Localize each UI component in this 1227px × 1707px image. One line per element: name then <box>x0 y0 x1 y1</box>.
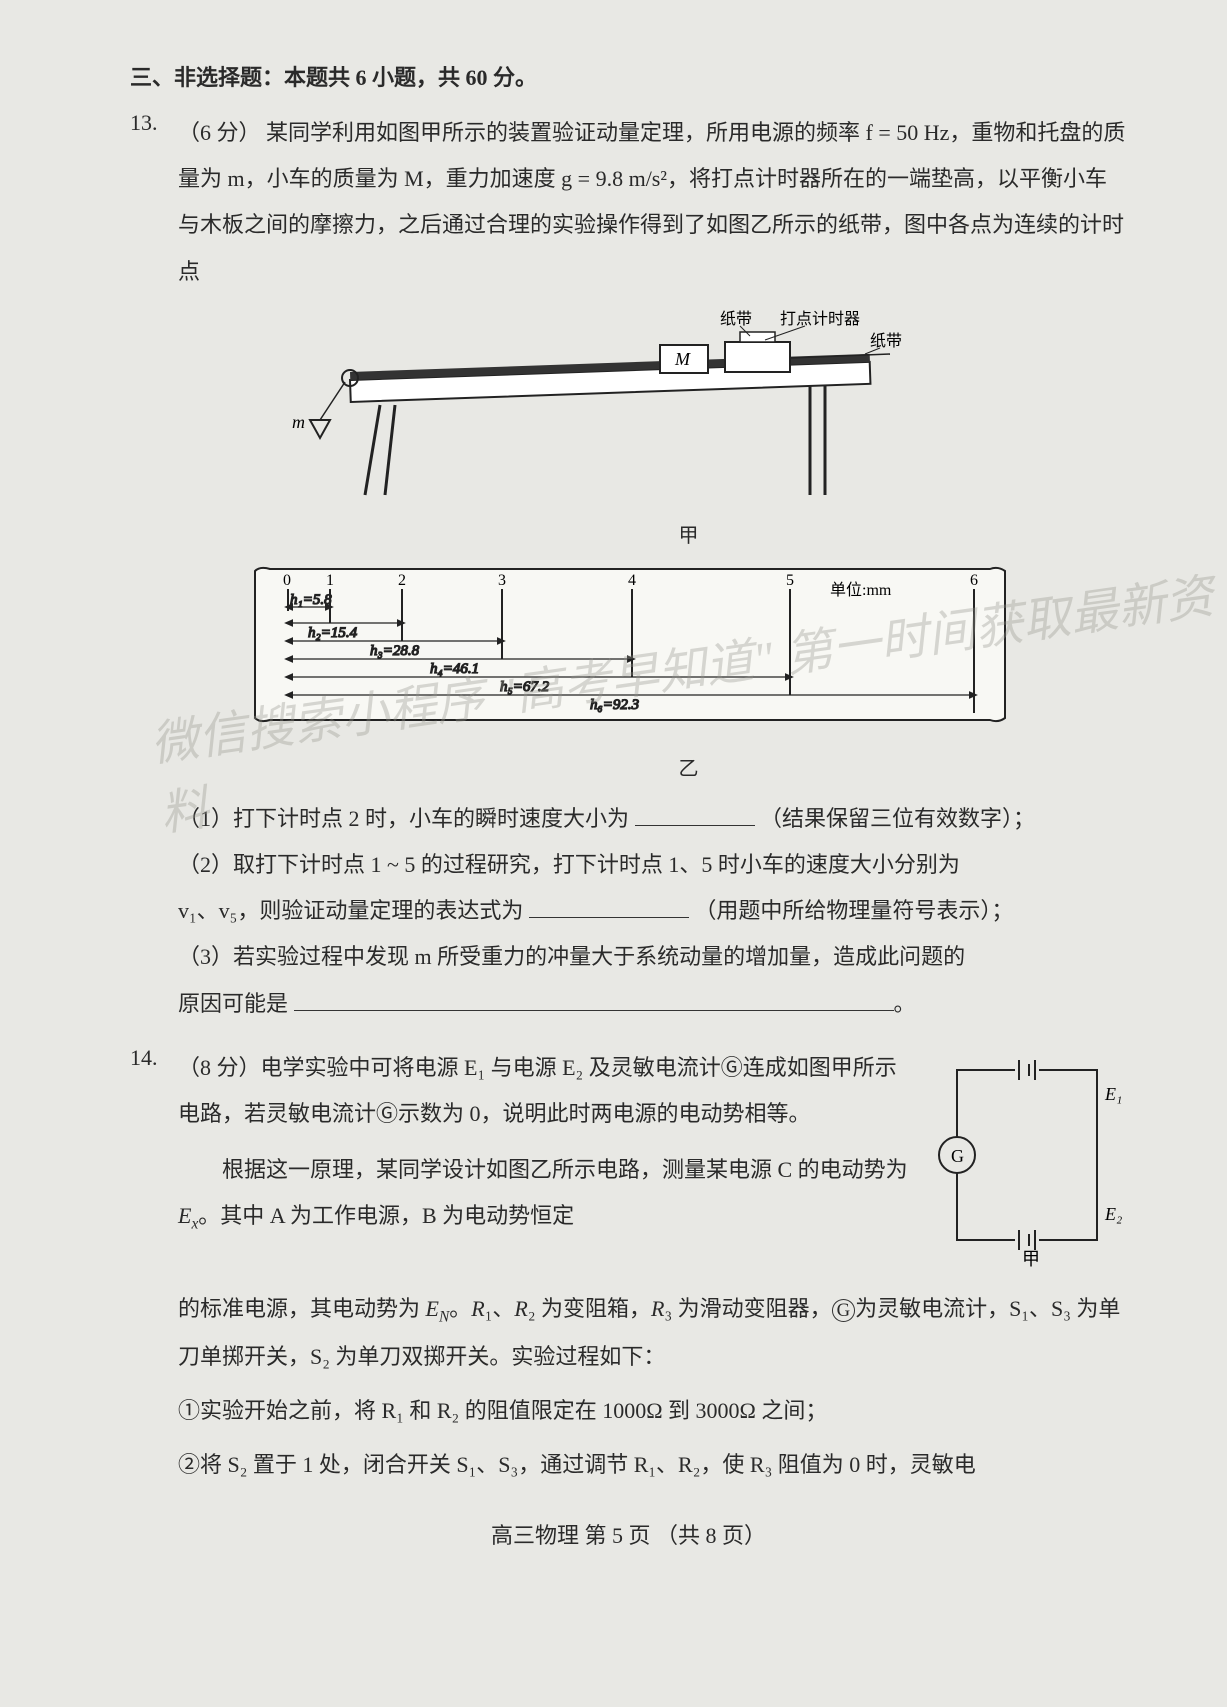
svg-text:纸带: 纸带 <box>870 332 902 350</box>
svg-text:1: 1 <box>326 572 334 589</box>
svg-text:h₅=67.2: h₅=67.2 <box>500 679 550 695</box>
q14-step1: ①实验开始之前，将 R₁ 和 R₂ 的阻值限定在 1000Ω 到 3000Ω 之… <box>178 1388 1127 1434</box>
svg-text:4: 4 <box>628 572 636 589</box>
fig-yi-caption: 乙 <box>250 752 1127 781</box>
q14-number: 14. <box>130 1045 178 1488</box>
svg-text:6: 6 <box>970 572 978 589</box>
figure-jia: m M 纸带 打点计时器 纸带 甲 <box>250 310 1127 548</box>
q13-part1-text: （1）打下计时点 2 时，小车的瞬时速度大小为 <box>178 806 629 831</box>
question-14: 14. （8 分）电学实验中可将电源 E₁ 与电源 E₂ 及灵敏电流计Ⓖ连成如图… <box>130 1045 1127 1488</box>
svg-text:G: G <box>951 1146 964 1166</box>
svg-text:3: 3 <box>498 572 506 589</box>
blank-1 <box>635 804 755 826</box>
q14-step2: ②将 S₂ 置于 1 处，闭合开关 S₁、S₃，通过调节 R₁、R₂，使 R₃ … <box>178 1442 1127 1488</box>
q13-part2b: v₁、v₅，则验证动量定理的表达式为 （用题中所给物理量符号表示）； <box>178 888 1127 934</box>
q13-part3b-text: 原因可能是 <box>178 991 288 1016</box>
figure-yi: 0 1 2 3 4 5 6 单位:mm h₁=5.8 h₂=15.4 h₃=28… <box>250 563 1127 781</box>
svg-text:0: 0 <box>283 572 291 589</box>
q13-part2a: （2）取打下计时点 1 ~ 5 的过程研究，打下计时点 1、5 时小车的速度大小… <box>178 842 1127 888</box>
page-footer: 高三物理 第 5 页 （共 8 页） <box>130 1518 1127 1550</box>
blank-3 <box>294 989 894 1011</box>
svg-text:2: 2 <box>398 572 406 589</box>
svg-text:纸带: 纸带 <box>720 310 752 328</box>
svg-text:甲: 甲 <box>1022 1249 1040 1269</box>
svg-text:打点计时器: 打点计时器 <box>780 310 860 328</box>
q13-intro: （6 分） 某同学利用如图甲所示的装置验证动量定理，所用电源的频率 f = 50… <box>178 110 1127 295</box>
q13-part3b: 原因可能是 。 <box>178 981 1127 1027</box>
q14-p1: （8 分）电学实验中可将电源 E₁ 与电源 E₂ 及灵敏电流计Ⓖ连成如图甲所示电… <box>178 1045 912 1137</box>
svg-text:5: 5 <box>786 572 794 589</box>
circuit-diagram: E₁ E₂ G 甲 <box>927 1050 1127 1286</box>
q13-part2-end: （用题中所给物理量符号表示）； <box>694 898 1013 923</box>
question-13: 13. （6 分） 某同学利用如图甲所示的装置验证动量定理，所用电源的频率 f … <box>130 110 1127 295</box>
section-title: 三、非选择题：本题共 6 小题，共 60 分。 <box>130 60 1127 92</box>
q14-p2-start: 根据这一原理，某同学设计如图乙所示电路，测量某电源 C 的电动势为 Ex。其中 … <box>178 1147 912 1241</box>
tape-unit: 单位:mm <box>830 581 892 599</box>
svg-text:h₄=46.1: h₄=46.1 <box>430 661 479 677</box>
q13-number: 13. <box>130 110 178 295</box>
svg-text:m: m <box>292 412 305 432</box>
q13-part2b-text: v₁、v₅，则验证动量定理的表达式为 <box>178 898 523 923</box>
svg-text:h₂=15.4: h₂=15.4 <box>308 625 358 641</box>
q13-part1-end: （结果保留三位有效数字）； <box>760 806 1035 831</box>
svg-text:E₁: E₁ <box>1104 1084 1122 1104</box>
q14-p2-cont: 的标准电源，其电动势为 EN。R₁、R₂ 为变阻箱，R₃ 为滑动变阻器，G为灵敏… <box>178 1286 1127 1380</box>
svg-text:h₃=28.8: h₃=28.8 <box>370 643 420 659</box>
svg-text:E₂: E₂ <box>1104 1204 1122 1224</box>
svg-text:M: M <box>674 349 691 369</box>
q13-part3a: （3）若实验过程中发现 m 所受重力的冲量大于系统动量的增加量，造成此问题的 <box>178 934 1127 980</box>
q13-part1: （1）打下计时点 2 时，小车的瞬时速度大小为 （结果保留三位有效数字）； <box>178 796 1127 842</box>
svg-text:h₁=5.8: h₁=5.8 <box>290 592 332 608</box>
fig-jia-caption: 甲 <box>250 519 1127 548</box>
blank-2 <box>529 896 689 918</box>
svg-text:h₆=92.3: h₆=92.3 <box>590 697 639 713</box>
